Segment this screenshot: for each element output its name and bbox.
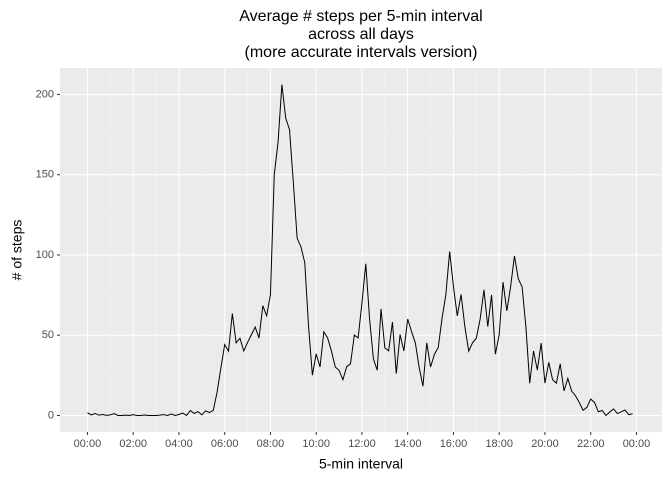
x-tick-label: 10:00 xyxy=(302,438,330,450)
data-line xyxy=(87,84,633,417)
title-line: Average # steps per 5-min interval xyxy=(239,8,482,25)
x-tick-label: 22:00 xyxy=(577,438,605,450)
panel xyxy=(60,68,662,432)
x-tick-label: 00:00 xyxy=(74,438,102,450)
y-axis-title: # of steps xyxy=(9,220,25,281)
title-line: across all days xyxy=(308,26,414,43)
title-line: (more accurate intervals version) xyxy=(245,44,478,61)
x-tick-label: 02:00 xyxy=(119,438,147,450)
y-tick-label: 200 xyxy=(36,88,54,100)
x-tick-label: 00:00 xyxy=(623,438,651,450)
y-tick-label: 0 xyxy=(48,409,54,421)
x-tick-label: 06:00 xyxy=(211,438,239,450)
x-axis-title: 5-min interval xyxy=(319,456,403,472)
x-tick-label: 08:00 xyxy=(257,438,285,450)
x-tick-label: 20:00 xyxy=(531,438,559,450)
y-tick-label: 50 xyxy=(42,329,54,341)
y-tick-label: 100 xyxy=(36,249,54,261)
x-tick-label: 16:00 xyxy=(440,438,468,450)
x-tick-label: 18:00 xyxy=(485,438,513,450)
y-tick-label: 150 xyxy=(36,169,54,181)
x-tick-label: 04:00 xyxy=(165,438,193,450)
x-tick-label: 12:00 xyxy=(348,438,376,450)
x-tick-label: 14:00 xyxy=(394,438,422,450)
